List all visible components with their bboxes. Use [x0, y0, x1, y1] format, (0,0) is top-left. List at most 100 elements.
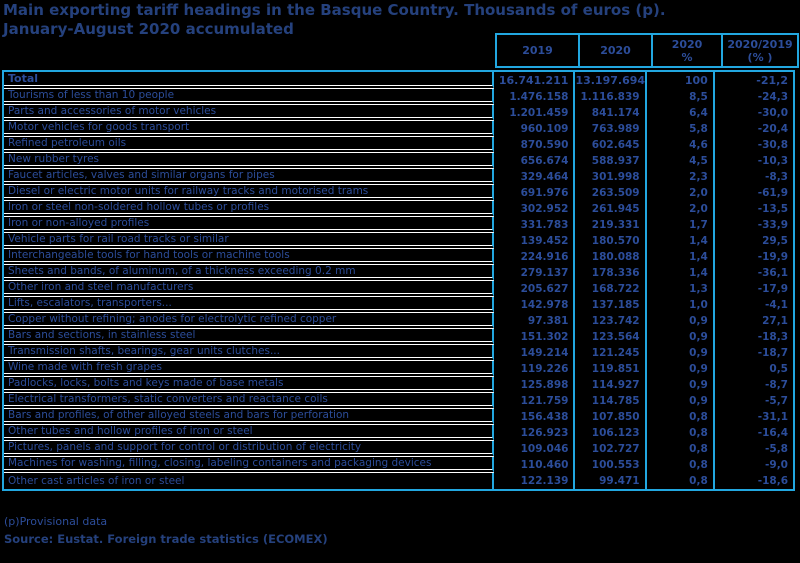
column-header-row: 2019 2020 2020 % 2020/2019 (% ) — [495, 33, 799, 68]
table-row: Diesel or electric motor units for railw… — [4, 185, 793, 201]
cell-2020-pct: 1,3 — [647, 281, 715, 297]
cell-2020: 763.989 — [575, 121, 647, 137]
cell-2019: 302.952 — [494, 201, 576, 217]
cell-2020: 99.471 — [575, 473, 647, 489]
cell-2020-pct: 6,4 — [647, 105, 715, 121]
table-row: Interchangeable tools for hand tools or … — [4, 249, 793, 265]
cell-change: -8,3 — [765, 171, 788, 183]
cell-2020: 301.998 — [575, 169, 647, 185]
row-label: Parts and accessories of motor vehicles — [4, 105, 495, 121]
cell-2020-pct: 5,8 — [647, 121, 715, 137]
row-label: Transmission shafts, bearings, gear unit… — [4, 345, 495, 361]
cell-2019: 656.674 — [494, 153, 576, 169]
cell-2019: 149.214 — [494, 345, 576, 361]
column-header-2019: 2019 — [495, 33, 580, 68]
cell-change: -4,1 — [765, 299, 788, 311]
cell-change: 0,5 — [769, 363, 788, 375]
cell-2020-pct: 1,0 — [647, 297, 715, 313]
cell-2020: 107.850 — [575, 409, 647, 425]
table-row: Sheets and bands, of aluminum, of a thic… — [4, 265, 793, 281]
cell-change: 27,1 — [762, 315, 788, 327]
cell-2020-pct: 0,8 — [647, 473, 715, 489]
row-label: Machines for washing, filling, closing, … — [4, 457, 495, 473]
cell-2019: 119.226 — [494, 361, 576, 377]
row-label: Iron or non-alloyed profiles — [4, 217, 495, 233]
row-label: Lifts, escalators, transporters... — [4, 297, 495, 313]
row-label: Iron or steel non-soldered hollow tubes … — [4, 201, 495, 217]
page-title-line1: Main exporting tariff headings in the Ba… — [3, 1, 666, 19]
cell-2019: 331.783 — [494, 217, 576, 233]
row-label: Other tubes and hollow profiles of iron … — [4, 425, 495, 441]
table-row: Vehicle parts for rail road tracks or si… — [4, 233, 793, 249]
row-label: Vehicle parts for rail road tracks or si… — [4, 233, 495, 249]
cell-2019: 151.302 — [494, 329, 576, 345]
cell-2020-pct: 2,0 — [647, 201, 715, 217]
cell-2020-pct: 0,9 — [647, 393, 715, 409]
row-label: Total — [4, 72, 495, 89]
cell-2020: 168.722 — [575, 281, 647, 297]
cell-2020: 261.945 — [575, 201, 647, 217]
cell-change: -5,7 — [765, 395, 788, 407]
cell-2019: 142.978 — [494, 297, 576, 313]
cell-2020-pct: 0,9 — [647, 329, 715, 345]
cell-2020-pct: 2,0 — [647, 185, 715, 201]
cell-change: -17,9 — [757, 283, 788, 295]
cell-2019: 109.046 — [494, 441, 576, 457]
row-label: Other cast articles of iron or steel — [4, 473, 495, 489]
cell-2020: 841.174 — [575, 105, 647, 121]
row-label: Diesel or electric motor units for railw… — [4, 185, 495, 201]
cell-2020: 106.123 — [575, 425, 647, 441]
row-label: Tourisms of less than 10 people — [4, 89, 495, 105]
cell-2020: 588.937 — [575, 153, 647, 169]
column-header-change: 2020/2019 (% ) — [721, 33, 799, 68]
cell-2020: 178.336 — [575, 265, 647, 281]
cell-2019: 16.741.211 — [494, 72, 576, 89]
table-row: Pictures, panels and support for control… — [4, 441, 793, 457]
cell-2019: 121.759 — [494, 393, 576, 409]
cell-2019: 870.590 — [494, 137, 576, 153]
cell-2020: 114.927 — [575, 377, 647, 393]
table-row: Other cast articles of iron or steel 122.… — [4, 473, 793, 489]
row-label: Faucet articles, valves and similar orga… — [4, 169, 495, 185]
cell-change: -19,9 — [757, 251, 788, 263]
cell-2020: 602.645 — [575, 137, 647, 153]
table-row: Copper without refining; anodes for elec… — [4, 313, 793, 329]
table-row: New rubber tyres 656.674 588.937 4,5 -10,3 — [4, 153, 793, 169]
row-label: Refined petroleum oils — [4, 137, 495, 153]
row-label: Sheets and bands, of aluminum, of a thic… — [4, 265, 495, 281]
cell-change: -5,8 — [765, 443, 788, 455]
row-label: Electrical transformers, static converte… — [4, 393, 495, 409]
table-row: Bars and profiles, of other alloyed stee… — [4, 409, 793, 425]
cell-2020-pct: 1,4 — [647, 233, 715, 249]
table-row: Iron or non-alloyed profiles 331.783 219.3… — [4, 217, 793, 233]
table-row: Electrical transformers, static converte… — [4, 393, 793, 409]
cell-2020-pct: 1,4 — [647, 249, 715, 265]
cell-2020: 137.185 — [575, 297, 647, 313]
cell-2020: 123.564 — [575, 329, 647, 345]
cell-2020-pct: 0,9 — [647, 377, 715, 393]
cell-2020: 102.727 — [575, 441, 647, 457]
table-row: Parts and accessories of motor vehicles 1… — [4, 105, 793, 121]
cell-2019: 205.627 — [494, 281, 576, 297]
cell-change: -8,7 — [765, 379, 788, 391]
cell-2020-pct: 4,5 — [647, 153, 715, 169]
column-header-2020-pct: 2020 % — [651, 33, 723, 68]
cell-2020-pct: 0,9 — [647, 345, 715, 361]
cell-change: -20,4 — [757, 123, 788, 135]
cell-2020-pct: 0,8 — [647, 457, 715, 473]
cell-2019: 279.137 — [494, 265, 576, 281]
cell-2020-pct: 0,9 — [647, 361, 715, 377]
cell-2020: 100.553 — [575, 457, 647, 473]
cell-change: -30,8 — [757, 139, 788, 151]
cell-change: -9,0 — [765, 459, 788, 471]
page-title-line2: January-August 2020 accumulated — [3, 19, 294, 38]
cell-2020: 180.570 — [575, 233, 647, 249]
cell-change: -16,4 — [757, 427, 788, 439]
row-label: Copper without refining; anodes for elec… — [4, 313, 495, 329]
cell-change: -18,3 — [757, 331, 788, 343]
cell-2019: 1.201.459 — [494, 105, 576, 121]
cell-change: -36,1 — [757, 267, 788, 279]
cell-2020-pct: 0,9 — [647, 313, 715, 329]
cell-2019: 126.923 — [494, 425, 576, 441]
